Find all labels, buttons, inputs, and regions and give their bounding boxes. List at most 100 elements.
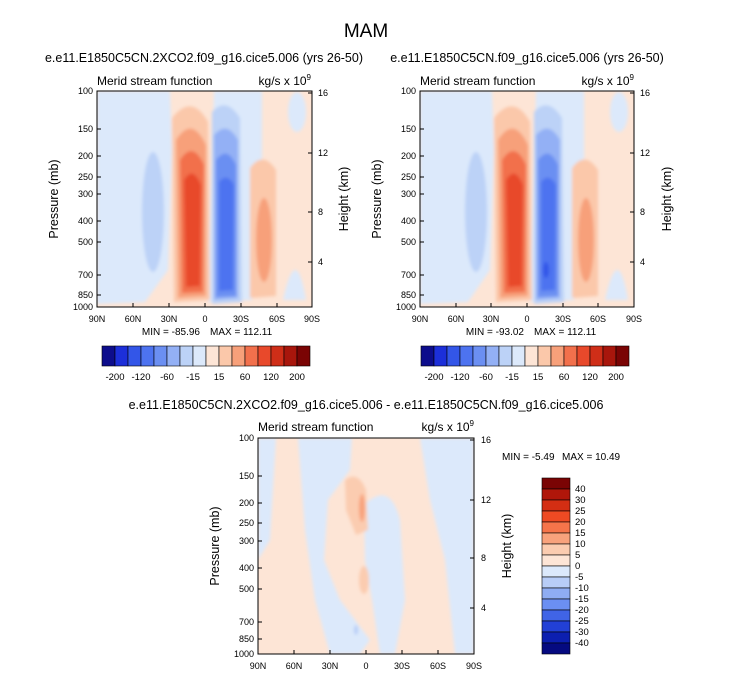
x-tick-labels: 90N 60N 30N 0 30S 60S 90S <box>250 661 482 671</box>
y-tick: 250 <box>401 172 416 182</box>
min-label: MIN = -5.49 <box>502 452 555 463</box>
y-axis-label: Pressure (mb) <box>47 159 61 238</box>
contour-neg <box>465 152 487 272</box>
contour-neg-max <box>219 177 234 291</box>
x-tick: 90S <box>304 314 320 324</box>
case-title: e.e11.E1850C5CN.2XCO2.f09_g16.cice5.006 … <box>129 398 604 412</box>
y-tick: 250 <box>239 518 254 528</box>
height-tick-labels: 16 12 8 4 <box>640 88 650 267</box>
colorbar-label: -15 <box>186 372 200 383</box>
colorbar-label: -15 <box>575 594 589 605</box>
x-tick: 90N <box>412 314 429 324</box>
colorbar-swatch <box>446 345 461 367</box>
contour-neg-weak <box>258 438 276 560</box>
colorbar-label: 25 <box>575 506 586 517</box>
x-tick: 0 <box>202 314 207 324</box>
colorbar-swatch <box>127 345 142 367</box>
colorbar-swatch <box>296 345 311 367</box>
height-tick: 8 <box>481 553 486 563</box>
colorbar-label: -120 <box>131 372 150 383</box>
y-tick: 300 <box>239 536 254 546</box>
colorbar-swatch <box>541 642 571 655</box>
colorbar-swatch <box>541 598 571 611</box>
colorbar-label: 60 <box>240 372 251 383</box>
y-tick: 850 <box>78 290 93 300</box>
colorbar-swatch <box>541 499 571 512</box>
colorbar-swatch <box>244 345 259 367</box>
colorbar-swatch <box>511 345 526 367</box>
y-tick: 100 <box>401 86 416 96</box>
colorbar: -200 -120 -60 -15 15 60 120 200 <box>101 345 311 383</box>
figure-title: MAM <box>344 21 388 42</box>
height-tick: 12 <box>481 495 491 505</box>
contour-pos-sh-core <box>256 198 272 282</box>
y-tick: 400 <box>78 216 93 226</box>
contour-neg-small <box>354 625 358 635</box>
contour-neg-weak <box>420 438 474 654</box>
y-tick: 150 <box>401 124 416 134</box>
colorbar-label: -200 <box>105 372 124 383</box>
contour-pos-max <box>184 173 201 287</box>
colorbar-swatch <box>218 345 233 367</box>
y-tick: 300 <box>78 189 93 199</box>
x-tick: 90N <box>89 314 106 324</box>
colorbar-swatch <box>524 345 539 367</box>
height-tick: 4 <box>318 257 323 267</box>
y-tick: 700 <box>78 270 93 280</box>
x-tick-labels: 90N 60N 30N 0 30S 60S 90S <box>412 314 642 324</box>
colorbar-swatch <box>541 532 571 545</box>
x-tick: 60N <box>125 314 142 324</box>
colorbar-swatch <box>101 345 116 367</box>
right-axis-label: Height (km) <box>337 167 351 232</box>
colorbar-swatch <box>541 510 571 523</box>
y-tick: 200 <box>239 498 254 508</box>
colorbar-swatch <box>541 521 571 534</box>
colorbar-swatch <box>153 345 168 367</box>
units-label: kg/s x 109 <box>582 73 635 88</box>
colorbar-swatch <box>541 620 571 633</box>
contour-neg-weak <box>288 92 306 132</box>
colorbar-swatch <box>541 587 571 600</box>
height-tick-labels: 16 12 8 4 <box>318 88 328 267</box>
x-tick: 60S <box>590 314 606 324</box>
y-tick: 400 <box>239 563 254 573</box>
contour-neg-weak <box>283 270 306 300</box>
y-tick: 250 <box>78 172 93 182</box>
y-tick: 150 <box>78 124 93 134</box>
units-base: kg/s x 10 <box>259 74 307 88</box>
x-tick: 60S <box>269 314 285 324</box>
y-tick: 1000 <box>396 302 416 312</box>
colorbar-label: -10 <box>575 583 589 594</box>
contour-pos-core <box>359 494 365 522</box>
panel-top-right: e.e11.E1850C5CN.f09_g16.cice5.006 (yrs 2… <box>370 51 674 383</box>
units-label: kg/s x 109 <box>422 419 475 434</box>
colorbar-swatch <box>550 345 565 367</box>
x-tick: 30S <box>233 314 249 324</box>
colorbar-swatch <box>541 554 571 567</box>
contour-neg-max <box>541 177 556 291</box>
colorbar-label: -30 <box>575 627 589 638</box>
colorbar-label: -60 <box>479 372 493 383</box>
x-tick: 90N <box>250 661 267 671</box>
colorbar-swatch <box>459 345 474 367</box>
max-label: MAX = 112.11 <box>210 327 273 338</box>
y-tick-labels: 100 150 200 250 300 400 500 700 850 1000 <box>73 86 93 312</box>
units-label: kg/s x 109 <box>259 73 312 88</box>
height-tick: 4 <box>481 603 486 613</box>
colorbar-swatch <box>270 345 285 367</box>
colorbar-swatch <box>541 543 571 556</box>
colorbar-label: -5 <box>575 572 583 583</box>
y-tick: 100 <box>78 86 93 96</box>
y-tick: 1000 <box>73 302 93 312</box>
colorbar-swatch <box>257 345 272 367</box>
colorbar-swatch <box>205 345 220 367</box>
colorbar-label: 15 <box>214 372 225 383</box>
contour-pos-weak <box>359 566 369 594</box>
field-label: Merid stream function <box>97 74 212 88</box>
x-tick: 90S <box>626 314 642 324</box>
colorbar-swatch <box>179 345 194 367</box>
colorbar-label: 30 <box>575 495 586 506</box>
colorbar-swatch <box>541 488 571 501</box>
x-tick: 90S <box>466 661 482 671</box>
y-tick: 150 <box>239 471 254 481</box>
